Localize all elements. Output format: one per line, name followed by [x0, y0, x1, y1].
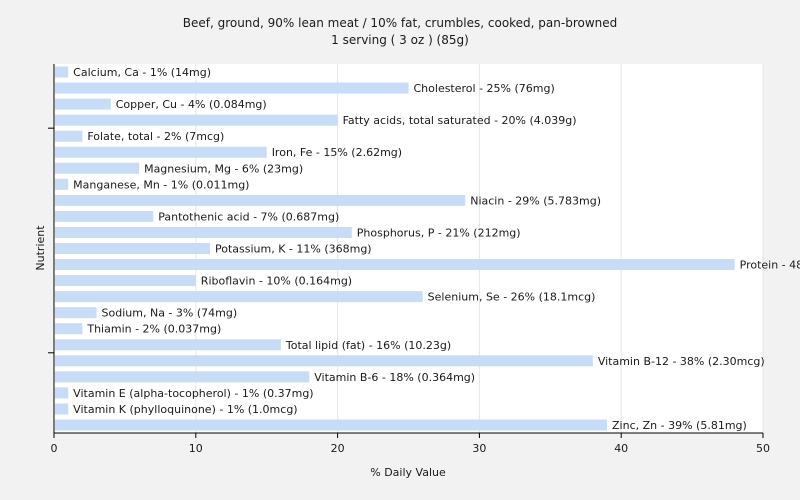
bar — [55, 146, 267, 158]
x-tick-label: 0 — [51, 442, 58, 455]
bar — [55, 98, 111, 110]
bar — [55, 371, 310, 383]
x-tick-label: 10 — [189, 442, 203, 455]
axes: 0 10 20 30 40 50 — [48, 64, 770, 455]
bar-label: Magnesium, Mg - 6% (23mg) — [144, 162, 303, 175]
bar — [55, 419, 608, 431]
bar-label: Vitamin B-12 - 38% (2.30mcg) — [598, 355, 765, 368]
bar-label: Phosphorus, P - 21% (212mg) — [357, 226, 521, 239]
bar-label: Selenium, Se - 26% (18.1mcg) — [428, 291, 596, 304]
x-tick-label: 30 — [472, 442, 486, 455]
bars: Calcium, Ca - 1% (14mg) Cholesterol - 25%… — [55, 66, 800, 432]
bar-label: Niacin - 29% (5.783mg) — [470, 194, 601, 207]
bar — [55, 226, 352, 238]
bar — [55, 387, 69, 399]
bar-label: Vitamin E (alpha-tocopherol) - 1% (0.37m… — [73, 387, 313, 400]
bar — [55, 162, 140, 174]
x-tick-label: 20 — [331, 442, 345, 455]
bar-label: Protein - 48% (24.18g) — [740, 259, 800, 272]
bar-label: Total lipid (fat) - 16% (10.23g) — [285, 339, 451, 352]
bar-label: Sodium, Na - 3% (74mg) — [102, 307, 238, 320]
bar-label: Folate, total - 2% (7mcg) — [87, 130, 224, 143]
y-axis-label: Nutrient — [34, 225, 47, 271]
bar — [55, 339, 281, 351]
bar — [55, 243, 210, 254]
bar — [55, 323, 83, 335]
bar-label: Vitamin B-6 - 18% (0.364mg) — [314, 371, 475, 384]
bar — [55, 82, 409, 94]
chart-subtitle: 1 serving ( 3 oz ) (85g) — [331, 33, 469, 47]
bar-label: Zinc, Zn - 39% (5.81mg) — [612, 419, 747, 432]
bar-label: Riboflavin - 10% (0.164mg) — [201, 275, 352, 288]
bar-label: Cholesterol - 25% (76mg) — [414, 82, 555, 95]
bar-label: Copper, Cu - 4% (0.084mg) — [116, 98, 267, 111]
bar-label: Vitamin K (phylloquinone) - 1% (1.0mcg) — [73, 403, 297, 416]
bar-label: Manganese, Mn - 1% (0.011mg) — [73, 178, 249, 191]
x-tick-label: 40 — [614, 442, 628, 455]
bar-label: Calcium, Ca - 1% (14mg) — [73, 66, 211, 79]
bar — [55, 194, 466, 206]
bar — [55, 210, 154, 222]
bar — [55, 259, 735, 271]
bar — [55, 307, 97, 319]
bar-label: Pantothenic acid - 7% (0.687mg) — [158, 210, 339, 223]
bar — [55, 66, 69, 78]
bar — [55, 178, 69, 190]
x-tick-label: 50 — [756, 442, 770, 455]
bar-label: Thiamin - 2% (0.037mg) — [86, 323, 221, 336]
bar — [55, 114, 338, 126]
bar-label: Iron, Fe - 15% (2.62mg) — [272, 146, 402, 159]
chart-title: Beef, ground, 90% lean meat / 10% fat, c… — [183, 16, 618, 30]
x-axis-label: % Daily Value — [370, 466, 446, 479]
bar — [55, 403, 69, 415]
bar — [55, 275, 196, 287]
bar-label: Fatty acids, total saturated - 20% (4.03… — [343, 114, 577, 127]
bar — [55, 130, 83, 142]
bar — [55, 291, 423, 303]
bar — [55, 355, 593, 367]
bar-label: Potassium, K - 11% (368mg) — [215, 243, 372, 256]
